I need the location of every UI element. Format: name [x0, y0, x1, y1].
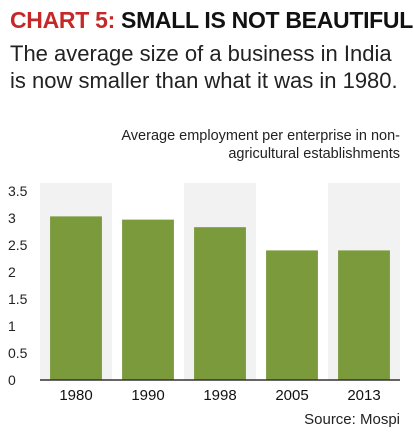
- bar-2005: [266, 250, 318, 380]
- y-tick-label: 3.5: [8, 183, 28, 199]
- y-tick-label: 0.5: [8, 345, 28, 361]
- y-tick-label: 1: [8, 318, 16, 334]
- x-tick-label: 2013: [347, 387, 380, 404]
- bar-1998: [194, 227, 246, 380]
- y-tick-label: 0: [8, 372, 16, 388]
- bar-1980: [50, 216, 102, 380]
- y-tick-label: 1.5: [8, 291, 28, 307]
- chart-title: CHART 5: SMALL IS NOT BEAUTIFUL: [10, 6, 413, 34]
- y-tick-label: 3: [8, 210, 16, 226]
- chart-headline: SMALL IS NOT BEAUTIFUL: [114, 7, 413, 33]
- chart-number: CHART 5:: [10, 7, 115, 33]
- source-note: Source: Mospi: [304, 411, 400, 428]
- x-tick-label: 1990: [131, 387, 164, 404]
- x-tick-label: 1980: [59, 387, 92, 404]
- y-axis-label: Average employment per enterprise in non…: [121, 128, 400, 162]
- y-tick-label: 2: [8, 264, 16, 280]
- x-tick-label: 1998: [203, 387, 236, 404]
- chart-subtitle: The average size of a business in India …: [10, 41, 398, 93]
- y-tick-label: 2.5: [8, 237, 28, 253]
- bar-2013: [338, 250, 390, 380]
- x-tick-label: 2005: [275, 387, 308, 404]
- bar-1990: [122, 219, 174, 380]
